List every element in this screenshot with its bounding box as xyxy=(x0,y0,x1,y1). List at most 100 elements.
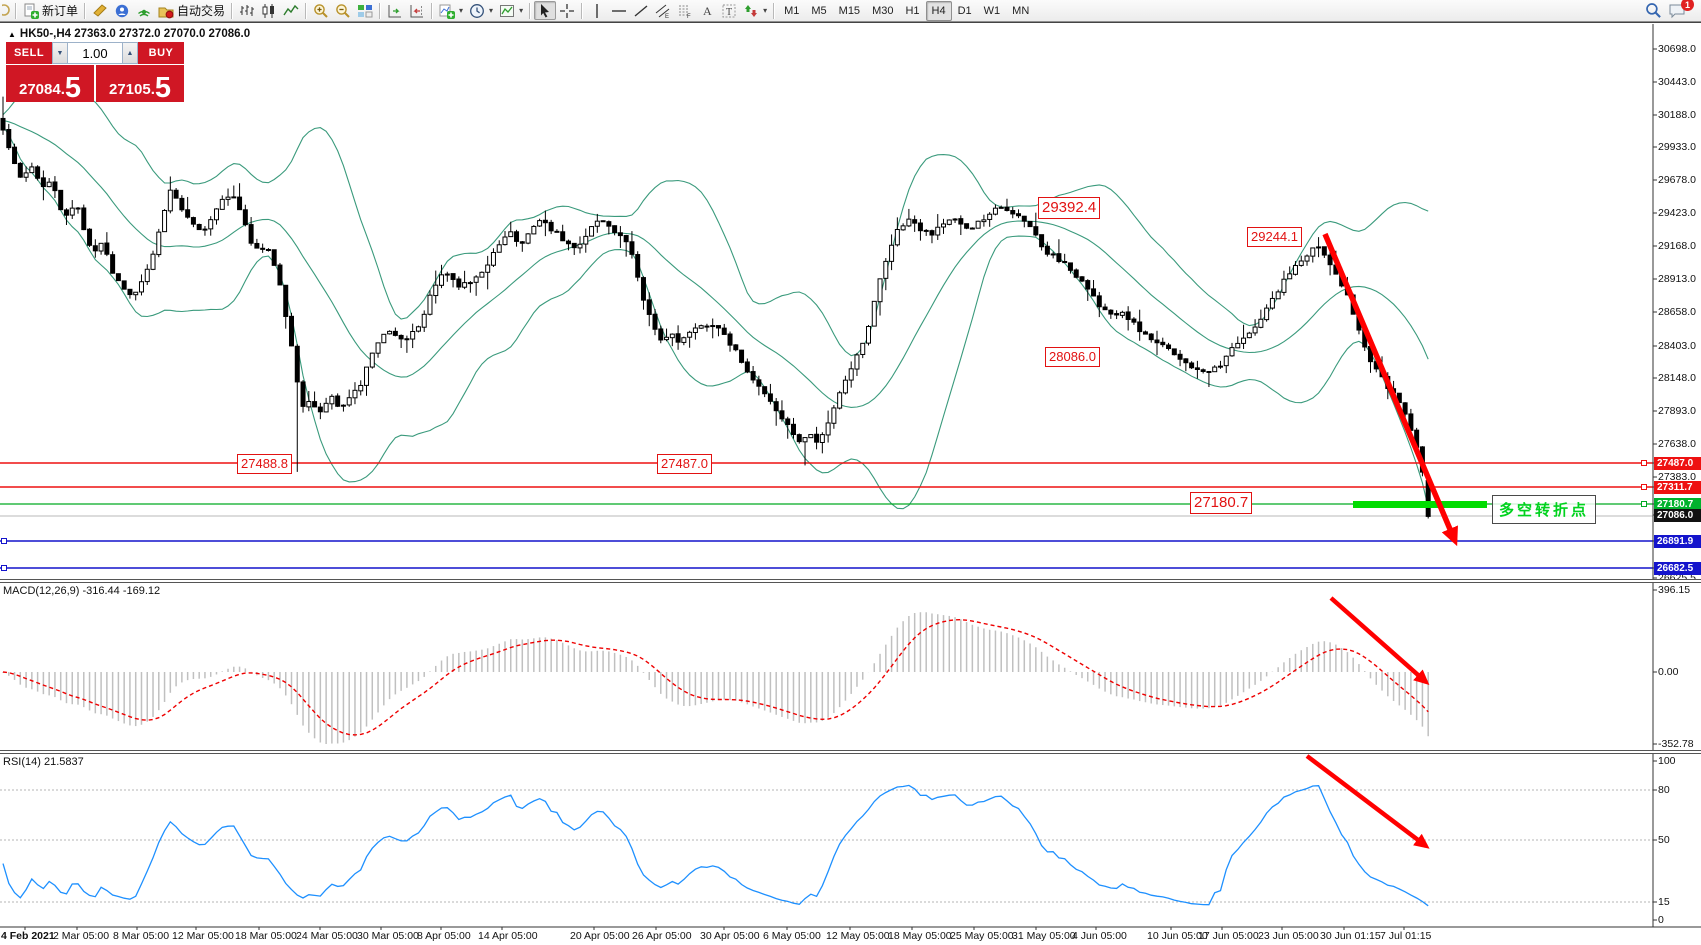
time-axis-label: 4 Feb 2021 xyxy=(1,930,55,942)
fibonacci-tool-button[interactable]: F xyxy=(674,1,696,20)
rsi-axis-label: 50 xyxy=(1658,834,1670,846)
decimal-dot: . xyxy=(60,81,65,98)
tf-M30[interactable]: M30 xyxy=(872,4,894,17)
vertical-line-tool-button[interactable] xyxy=(586,1,608,20)
one-click-trading-panel: SELL ▼ 1.00 ▲ BUY 27084. 5 27105. 5 xyxy=(6,42,184,102)
signals-button[interactable] xyxy=(133,1,155,20)
time-axis-label: 30 Mar 05:00 xyxy=(357,930,419,942)
dropdown-caret: ▾ xyxy=(489,6,494,15)
price-axis-label: 28913.0 xyxy=(1658,273,1696,285)
price-annotation-label[interactable]: 27180.7 xyxy=(1190,492,1253,515)
crosshair-icon xyxy=(560,3,575,18)
horizontal-line-icon xyxy=(612,9,627,12)
price-annotation-label[interactable]: 28086.0 xyxy=(1045,347,1100,367)
zoom-in-button[interactable] xyxy=(310,1,332,20)
auto-scroll-icon xyxy=(388,4,402,17)
trendline-tool-button[interactable] xyxy=(630,1,652,20)
dropdown-caret: ▾ xyxy=(519,6,524,15)
toolbar: 新订单 自动交易 ▾ ▾ ▾ E F A T ▾ xyxy=(0,0,1701,22)
candlestick-chart-icon xyxy=(262,3,275,18)
divider xyxy=(529,2,532,19)
cursor-tool-button[interactable] xyxy=(534,1,557,20)
divider xyxy=(231,2,234,19)
time-axis-label: 2 Mar 05:00 xyxy=(53,930,110,942)
timeframe-toolbar: M1 M5 M15 M30 H1 H4 D1 W1 MN xyxy=(778,0,1035,21)
chat-button[interactable]: 1 xyxy=(1665,0,1694,20)
trendline-icon xyxy=(634,4,648,17)
bar-chart-icon xyxy=(240,4,255,16)
notification-badge: 1 xyxy=(1681,0,1694,11)
time-axis-label: 8 Mar 05:00 xyxy=(113,930,170,942)
volume-decrease-button[interactable]: ▼ xyxy=(52,42,68,64)
community-button[interactable] xyxy=(111,1,133,20)
horizontal-line-tool-button[interactable] xyxy=(608,1,630,20)
sell-price-button[interactable]: 27084. 5 xyxy=(6,65,94,102)
price-axis-label: 29678.0 xyxy=(1658,174,1696,186)
cursor-icon xyxy=(541,3,550,17)
time-axis-label: 23 Jun 05:00 xyxy=(1258,930,1319,942)
tf-W1[interactable]: W1 xyxy=(983,4,1001,17)
volume-input[interactable]: 1.00 xyxy=(68,42,122,64)
time-axis-label: 4 Jun 05:00 xyxy=(1072,930,1127,942)
buy-button[interactable]: BUY xyxy=(138,42,184,64)
chart-area[interactable]: ▲ HK50-,H4 27363.0 27372.0 27070.0 27086.… xyxy=(0,22,1701,945)
tf-H1[interactable]: H1 xyxy=(905,4,920,17)
time-axis-label: 30 Jun 01:15 xyxy=(1320,930,1381,942)
chart-title: ▲ HK50-,H4 27363.0 27372.0 27070.0 27086.… xyxy=(8,28,250,40)
tf-M5[interactable]: M5 xyxy=(811,4,827,17)
text-tool-button[interactable]: A xyxy=(696,1,718,20)
time-axis-label: 7 Jul 01:15 xyxy=(1380,930,1432,942)
auto-scroll-button[interactable] xyxy=(384,1,406,20)
new-order-button[interactable]: 新订单 xyxy=(20,1,81,20)
buy-price-pip: 5 xyxy=(154,71,172,104)
panel-separator[interactable] xyxy=(0,750,1701,754)
channel-tool-button[interactable]: E xyxy=(652,1,674,20)
symbol-ohlc-title: HK50-,H4 27363.0 27372.0 27070.0 27086.0 xyxy=(19,28,251,40)
rsi-axis-label: 0 xyxy=(1658,914,1664,926)
macd-axis-label: 396.15 xyxy=(1658,584,1691,596)
dropdown-caret: ▾ xyxy=(763,6,768,15)
search-icon xyxy=(1646,3,1661,18)
indicators-button[interactable]: ▾ xyxy=(436,1,466,20)
volume-increase-button[interactable]: ▲ xyxy=(122,42,138,64)
chart-shift-button[interactable] xyxy=(406,1,428,20)
tf-D1[interactable]: D1 xyxy=(957,4,972,17)
search-button[interactable] xyxy=(1642,1,1665,20)
price-tag: 27180.7 xyxy=(1654,497,1701,511)
tf-MN[interactable]: MN xyxy=(1012,4,1030,17)
zoom-out-button[interactable] xyxy=(332,1,354,20)
tf-M1[interactable]: M1 xyxy=(784,4,800,17)
equidistant-channel-icon: E xyxy=(655,4,670,19)
periods-button[interactable]: ▾ xyxy=(466,1,496,20)
text-label-tool-button[interactable]: T xyxy=(718,1,740,20)
zoom-in-icon xyxy=(314,3,328,18)
sell-price-pip: 5 xyxy=(64,71,82,104)
arrows-tool-button[interactable]: ▾ xyxy=(740,1,770,20)
crosshair-tool-button[interactable] xyxy=(556,1,578,20)
price-annotation-label[interactable]: 29244.1 xyxy=(1247,227,1302,247)
tf-H4[interactable]: H4 xyxy=(925,0,952,21)
price-axis-label: 29423.0 xyxy=(1658,207,1696,219)
time-axis-label: 12 Mar 05:00 xyxy=(172,930,234,942)
annotation-note[interactable]: 多空转折点 xyxy=(1492,495,1597,524)
templates-button[interactable]: ▾ xyxy=(496,1,526,20)
line-chart-button[interactable] xyxy=(280,1,302,20)
rsi-axis-label: 15 xyxy=(1658,896,1670,908)
divider xyxy=(305,2,308,19)
tile-windows-button[interactable] xyxy=(354,1,376,20)
bar-chart-button[interactable] xyxy=(236,1,258,20)
price-annotation-label[interactable]: 27488.8 xyxy=(237,454,292,474)
price-annotation-label[interactable]: 29392.4 xyxy=(1038,197,1101,220)
market-icon-button[interactable] xyxy=(89,1,111,20)
divider xyxy=(84,2,87,19)
tf-M15[interactable]: M15 xyxy=(838,4,861,17)
panel-separator[interactable] xyxy=(0,579,1701,583)
autotrading-button[interactable]: 自动交易 xyxy=(155,1,228,20)
autotrading-icon xyxy=(158,7,174,18)
candlestick-chart-button[interactable] xyxy=(258,1,280,20)
collapse-arrow-icon[interactable]: ▲ xyxy=(8,30,16,39)
sell-button[interactable]: SELL xyxy=(6,42,52,64)
price-annotation-label[interactable]: 27487.0 xyxy=(657,454,712,474)
buy-price-button[interactable]: 27105. 5 xyxy=(96,65,184,102)
chart-canvas[interactable] xyxy=(0,23,1701,945)
